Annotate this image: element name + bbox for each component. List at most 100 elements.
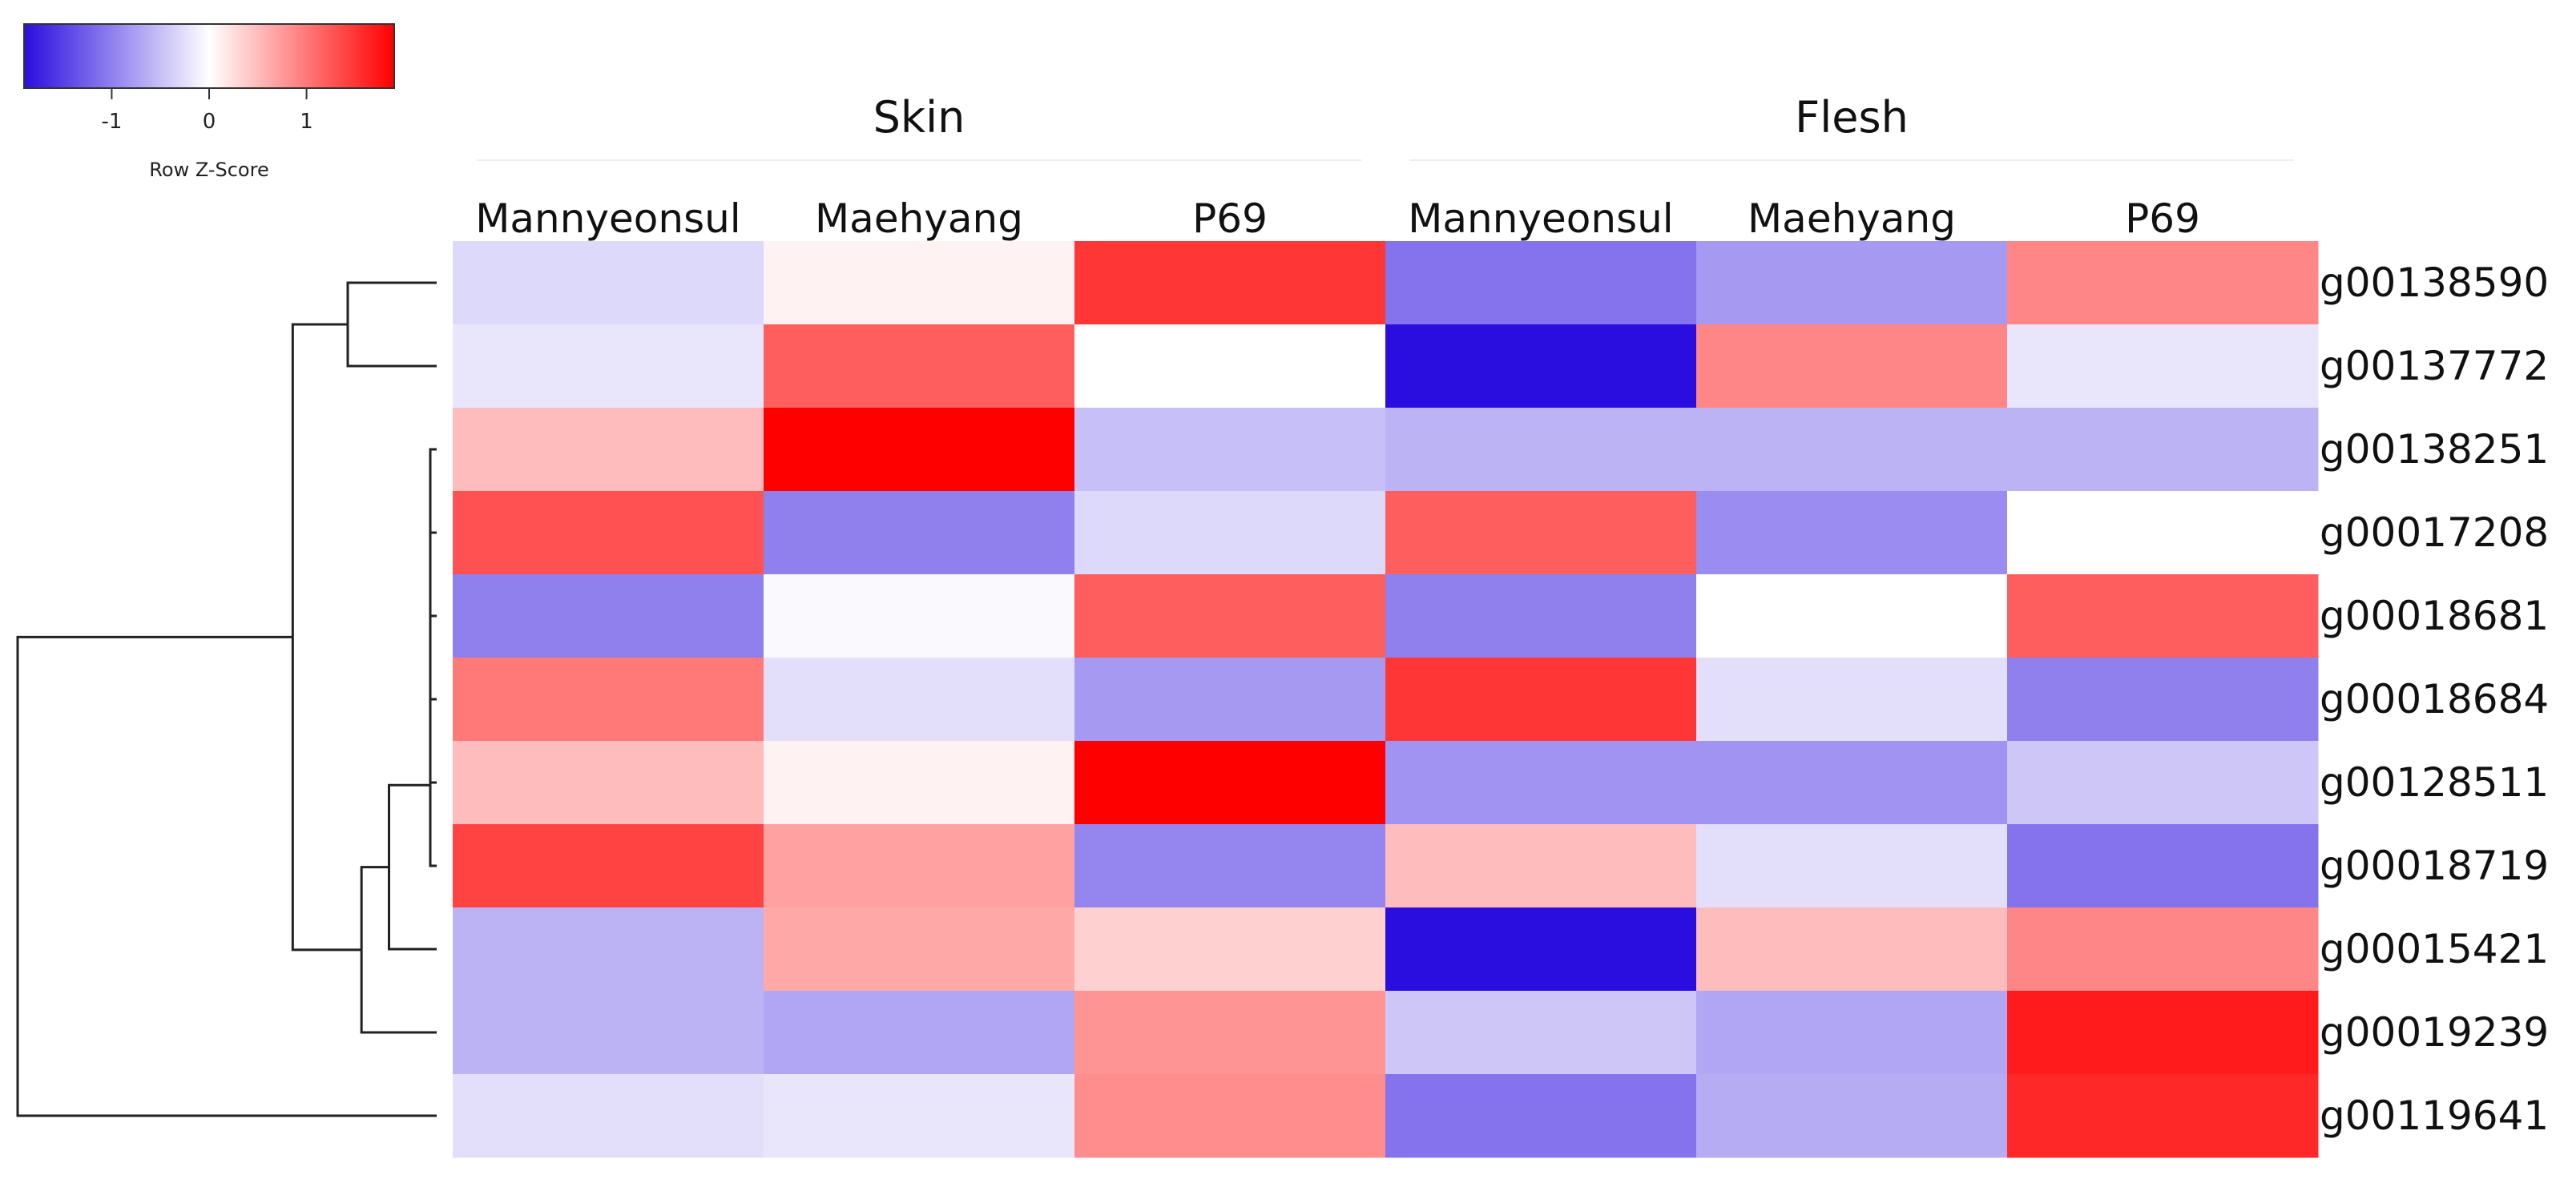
heatmap-cell [453, 824, 764, 908]
heatmap-cell [453, 1074, 764, 1158]
group-headers: Skin Flesh [477, 92, 2294, 161]
color-key-gradient [23, 23, 395, 89]
heatmap-cell [1696, 741, 2008, 825]
heatmap-cell [453, 491, 764, 575]
heatmap-cell [2007, 991, 2319, 1075]
heatmap-cell [1385, 491, 1697, 575]
column-labels: Mannyeonsul Maehyang P69 Mannyeonsul Maehyan… [475, 195, 2200, 242]
dendrogram-branch [291, 323, 362, 952]
heatmap-cell [764, 408, 1075, 492]
heatmap-cell [764, 241, 1075, 325]
heatmap-cell [453, 658, 764, 742]
heatmap-cell [453, 741, 764, 825]
column-label: P69 [1192, 195, 1268, 242]
dendrogram-branch [16, 635, 437, 1117]
heatmap-cell [1696, 1074, 2008, 1158]
heatmap-cell [2007, 1074, 2319, 1158]
heatmap-cell [764, 1074, 1075, 1158]
heatmap-cell [1074, 324, 1386, 408]
row-label: g00138251 [2320, 426, 2549, 473]
dendrogram-branch [429, 704, 437, 867]
row-label: g00018684 [2320, 676, 2549, 722]
heatmap-cell [1074, 658, 1386, 742]
dendrogram-branch [346, 281, 437, 368]
heatmap-cell [1385, 658, 1697, 742]
heatmap-cell [1696, 991, 2008, 1075]
heatmap-cell [1385, 741, 1697, 825]
heatmap-cell [1385, 408, 1697, 492]
heatmap-cell [1074, 991, 1386, 1075]
row-labels: g00138590 g00137772 g00138251 g00017208 g000… [2320, 260, 2549, 1139]
column-label: Maehyang [815, 195, 1023, 242]
column-label: Maehyang [1748, 195, 1956, 242]
heatmap-cell [1696, 907, 2008, 992]
row-label: g00017208 [2320, 509, 2549, 556]
row-label: g00137772 [2320, 343, 2549, 389]
heatmap-cell [764, 324, 1075, 408]
heatmap-cell [764, 741, 1075, 825]
row-label: g00018681 [2320, 593, 2549, 639]
heatmap-cell [453, 907, 764, 992]
heatmap-cell [2007, 241, 2319, 325]
heatmap-cell [1074, 907, 1386, 992]
row-dendrogram [16, 281, 437, 1117]
heatmap-cell [1385, 241, 1697, 325]
heatmap-cell [1385, 1074, 1697, 1158]
heatmap-cell [1074, 741, 1386, 825]
group-label-skin: Skin [873, 92, 965, 143]
heatmap-cell [1696, 324, 2008, 408]
color-key-ticks: -1 0 1 [101, 88, 313, 134]
heatmap-cell [764, 907, 1075, 992]
color-key-tick-label: -1 [101, 110, 122, 134]
heatmap-cell [1696, 408, 2008, 492]
heatmap-cell [764, 824, 1075, 908]
heatmap-cell [1696, 824, 2008, 908]
heatmap-cell [1385, 574, 1697, 658]
heatmap-cell [1074, 491, 1386, 575]
heatmap-cell [764, 574, 1075, 658]
heatmap-cell [2007, 824, 2319, 908]
row-label: g00138590 [2320, 260, 2549, 306]
heatmap-cell [2007, 741, 2319, 825]
heatmap-cell [2007, 324, 2319, 408]
heatmap-cell [2007, 907, 2319, 992]
heatmap-cell [2007, 491, 2319, 575]
heatmap-cell [1385, 324, 1697, 408]
heatmap-cell [764, 491, 1075, 575]
group-label-flesh: Flesh [1795, 92, 1909, 143]
heatmap-cell [453, 574, 764, 658]
heatmap-cell [1696, 658, 2008, 742]
heatmap-cell [453, 324, 764, 408]
heatmap-cell [2007, 574, 2319, 658]
heatmap-cell [1385, 991, 1697, 1075]
dendrogram-branch [360, 866, 437, 1034]
heatmap-cell [1696, 241, 2008, 325]
row-label: g00015421 [2320, 926, 2549, 972]
heatmap-cell [1696, 574, 2008, 658]
heatmap-cell [1074, 408, 1386, 492]
color-key: -1 0 1 Row Z-Score [23, 23, 395, 181]
column-label: Mannyeonsul [475, 195, 740, 242]
heatmap-cell [1074, 574, 1386, 658]
heatmap-cell [2007, 658, 2319, 742]
color-key-tick-label: 1 [300, 110, 313, 134]
row-label: g00128511 [2320, 759, 2549, 806]
color-key-title: Row Z-Score [149, 159, 268, 181]
heatmap-cells [453, 241, 2319, 1158]
heatmap-cell [1696, 491, 2008, 575]
column-label: P69 [2125, 195, 2200, 242]
row-label: g00119641 [2320, 1092, 2549, 1139]
heatmap-cell [1385, 824, 1697, 908]
heatmap-cell [453, 991, 764, 1075]
heatmap-cell [764, 991, 1075, 1075]
heatmap-cell [453, 241, 764, 325]
heatmap-cell [1074, 241, 1386, 325]
row-label: g00019239 [2320, 1009, 2549, 1056]
row-label: g00018719 [2320, 843, 2549, 889]
heatmap-cell [1074, 824, 1386, 908]
heatmap-cell [1074, 1074, 1386, 1158]
color-key-tick-label: 0 [203, 110, 216, 134]
column-label: Mannyeonsul [1408, 195, 1673, 242]
heatmap-cell [2007, 408, 2319, 492]
